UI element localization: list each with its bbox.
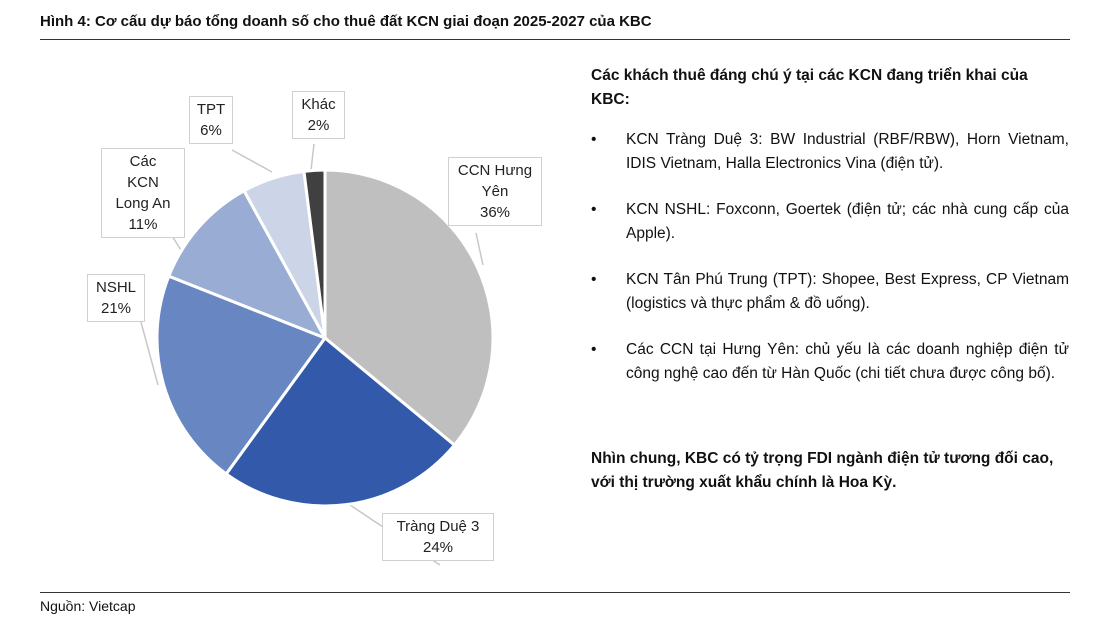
list-item: KCN NSHL: Foxconn, Goertek (điện tử; các… bbox=[591, 198, 1069, 246]
figure-title: Hình 4: Cơ cấu dự báo tổng doanh số cho … bbox=[40, 13, 652, 30]
leader-line bbox=[231, 149, 273, 173]
leader-line bbox=[475, 232, 484, 266]
pie-slice-khác bbox=[302, 168, 327, 339]
pie-chart bbox=[134, 143, 495, 566]
pie-slice-tràng-duệ-3 bbox=[224, 335, 457, 508]
pie-slice-nshl bbox=[155, 274, 328, 477]
leader-line bbox=[310, 143, 315, 171]
slice-value: 2% bbox=[307, 117, 330, 134]
slice-value: 11% bbox=[128, 216, 158, 233]
slice-label: Khác bbox=[301, 96, 336, 113]
data-label-tpt: TPT 6% bbox=[189, 96, 233, 144]
pie-slice-các-kcn-long-an bbox=[166, 188, 329, 341]
data-label-long-an: Các KCN Long An 11% bbox=[101, 148, 185, 238]
bottom-divider bbox=[40, 592, 1070, 593]
slice-label: TPT bbox=[196, 101, 226, 118]
slice-label: CCN Hưng Yên bbox=[457, 162, 533, 200]
slice-value: 36% bbox=[479, 204, 511, 221]
data-label-trang-due-3: Tràng Duệ 3 24% bbox=[382, 513, 494, 561]
slice-label: Các KCN Long An bbox=[115, 153, 171, 212]
list-item: KCN Tràng Duệ 3: BW Industrial (RBF/RBW)… bbox=[591, 128, 1069, 176]
slice-label: NSHL bbox=[95, 279, 136, 296]
conclusion-text: Nhìn chung, KBC có tỷ trọng FDI ngành đi… bbox=[591, 450, 1054, 491]
slice-label: Tràng Duệ 3 bbox=[396, 518, 480, 535]
pie-slice-ccn-hưng-yên bbox=[323, 168, 495, 448]
tenants-heading: Các khách thuê đáng chú ý tại các KCN đa… bbox=[591, 67, 1028, 108]
source-note: Nguồn: Vietcap bbox=[40, 598, 136, 614]
data-label-ccn-hung-yen: CCN Hưng Yên 36% bbox=[448, 157, 542, 226]
top-divider bbox=[40, 39, 1070, 40]
list-item: KCN Tân Phú Trung (TPT): Shopee, Best Ex… bbox=[591, 268, 1069, 316]
list-item: Các CCN tại Hưng Yên: chủ yếu là các doa… bbox=[591, 338, 1069, 386]
slice-value: 6% bbox=[200, 122, 222, 139]
slice-value: 21% bbox=[100, 300, 132, 317]
slice-value: 24% bbox=[422, 539, 454, 556]
tenants-list: KCN Tràng Duệ 3: BW Industrial (RBF/RBW)… bbox=[591, 128, 1069, 408]
data-label-nshl: NSHL 21% bbox=[87, 274, 145, 322]
data-label-khac: Khác 2% bbox=[292, 91, 345, 139]
